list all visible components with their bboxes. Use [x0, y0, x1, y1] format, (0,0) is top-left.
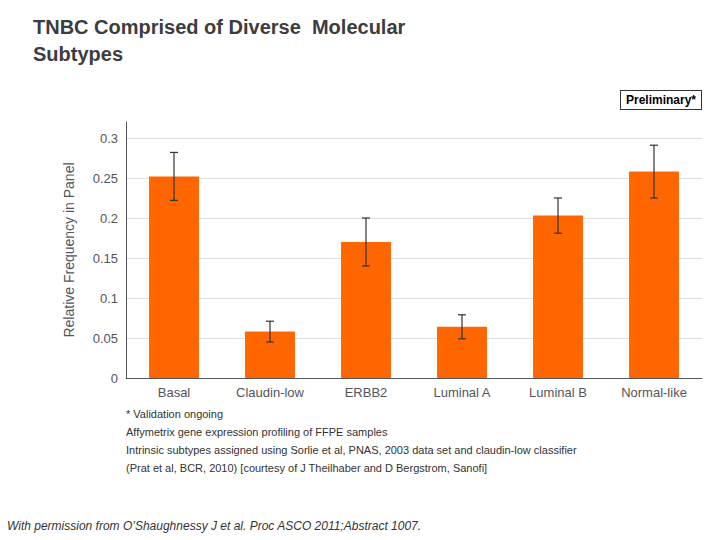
svg-text:TNBC Comprised of Diverse Mol: TNBC Comprised of Diverse Molecular	[33, 16, 406, 38]
svg-text:0: 0	[111, 371, 118, 386]
svg-text:0.2: 0.2	[100, 211, 118, 226]
svg-text:* Validation ongoing: * Validation ongoing	[126, 408, 223, 420]
svg-text:With permission from O’Shaughn: With permission from O’Shaughnessy J et …	[7, 519, 421, 533]
svg-text:Subtypes: Subtypes	[33, 43, 123, 65]
svg-text:Claudin-low: Claudin-low	[236, 385, 305, 400]
svg-text:(Prat et al, BCR, 2010) [court: (Prat et al, BCR, 2010) [courtesy of J T…	[126, 462, 487, 474]
svg-text:ERBB2: ERBB2	[345, 385, 388, 400]
svg-text:Luminal B: Luminal B	[529, 385, 587, 400]
svg-text:Affymetrix gene expression pro: Affymetrix gene expression profiling of …	[126, 426, 388, 438]
svg-text:0.1: 0.1	[100, 291, 118, 306]
svg-text:Relative Frequency in Panel: Relative Frequency in Panel	[61, 162, 77, 337]
svg-text:0.05: 0.05	[93, 331, 118, 346]
svg-text:0.3: 0.3	[100, 131, 118, 146]
svg-text:0.25: 0.25	[93, 171, 118, 186]
svg-text:Luminal A: Luminal A	[433, 385, 490, 400]
svg-text:Normal-like: Normal-like	[621, 385, 687, 400]
svg-text:Intrinsic subtypes assigned us: Intrinsic subtypes assigned using Sorlie…	[126, 444, 577, 456]
svg-text:Preliminary*: Preliminary*	[626, 93, 696, 107]
svg-text:Basal: Basal	[158, 385, 191, 400]
svg-text:0.15: 0.15	[93, 251, 118, 266]
